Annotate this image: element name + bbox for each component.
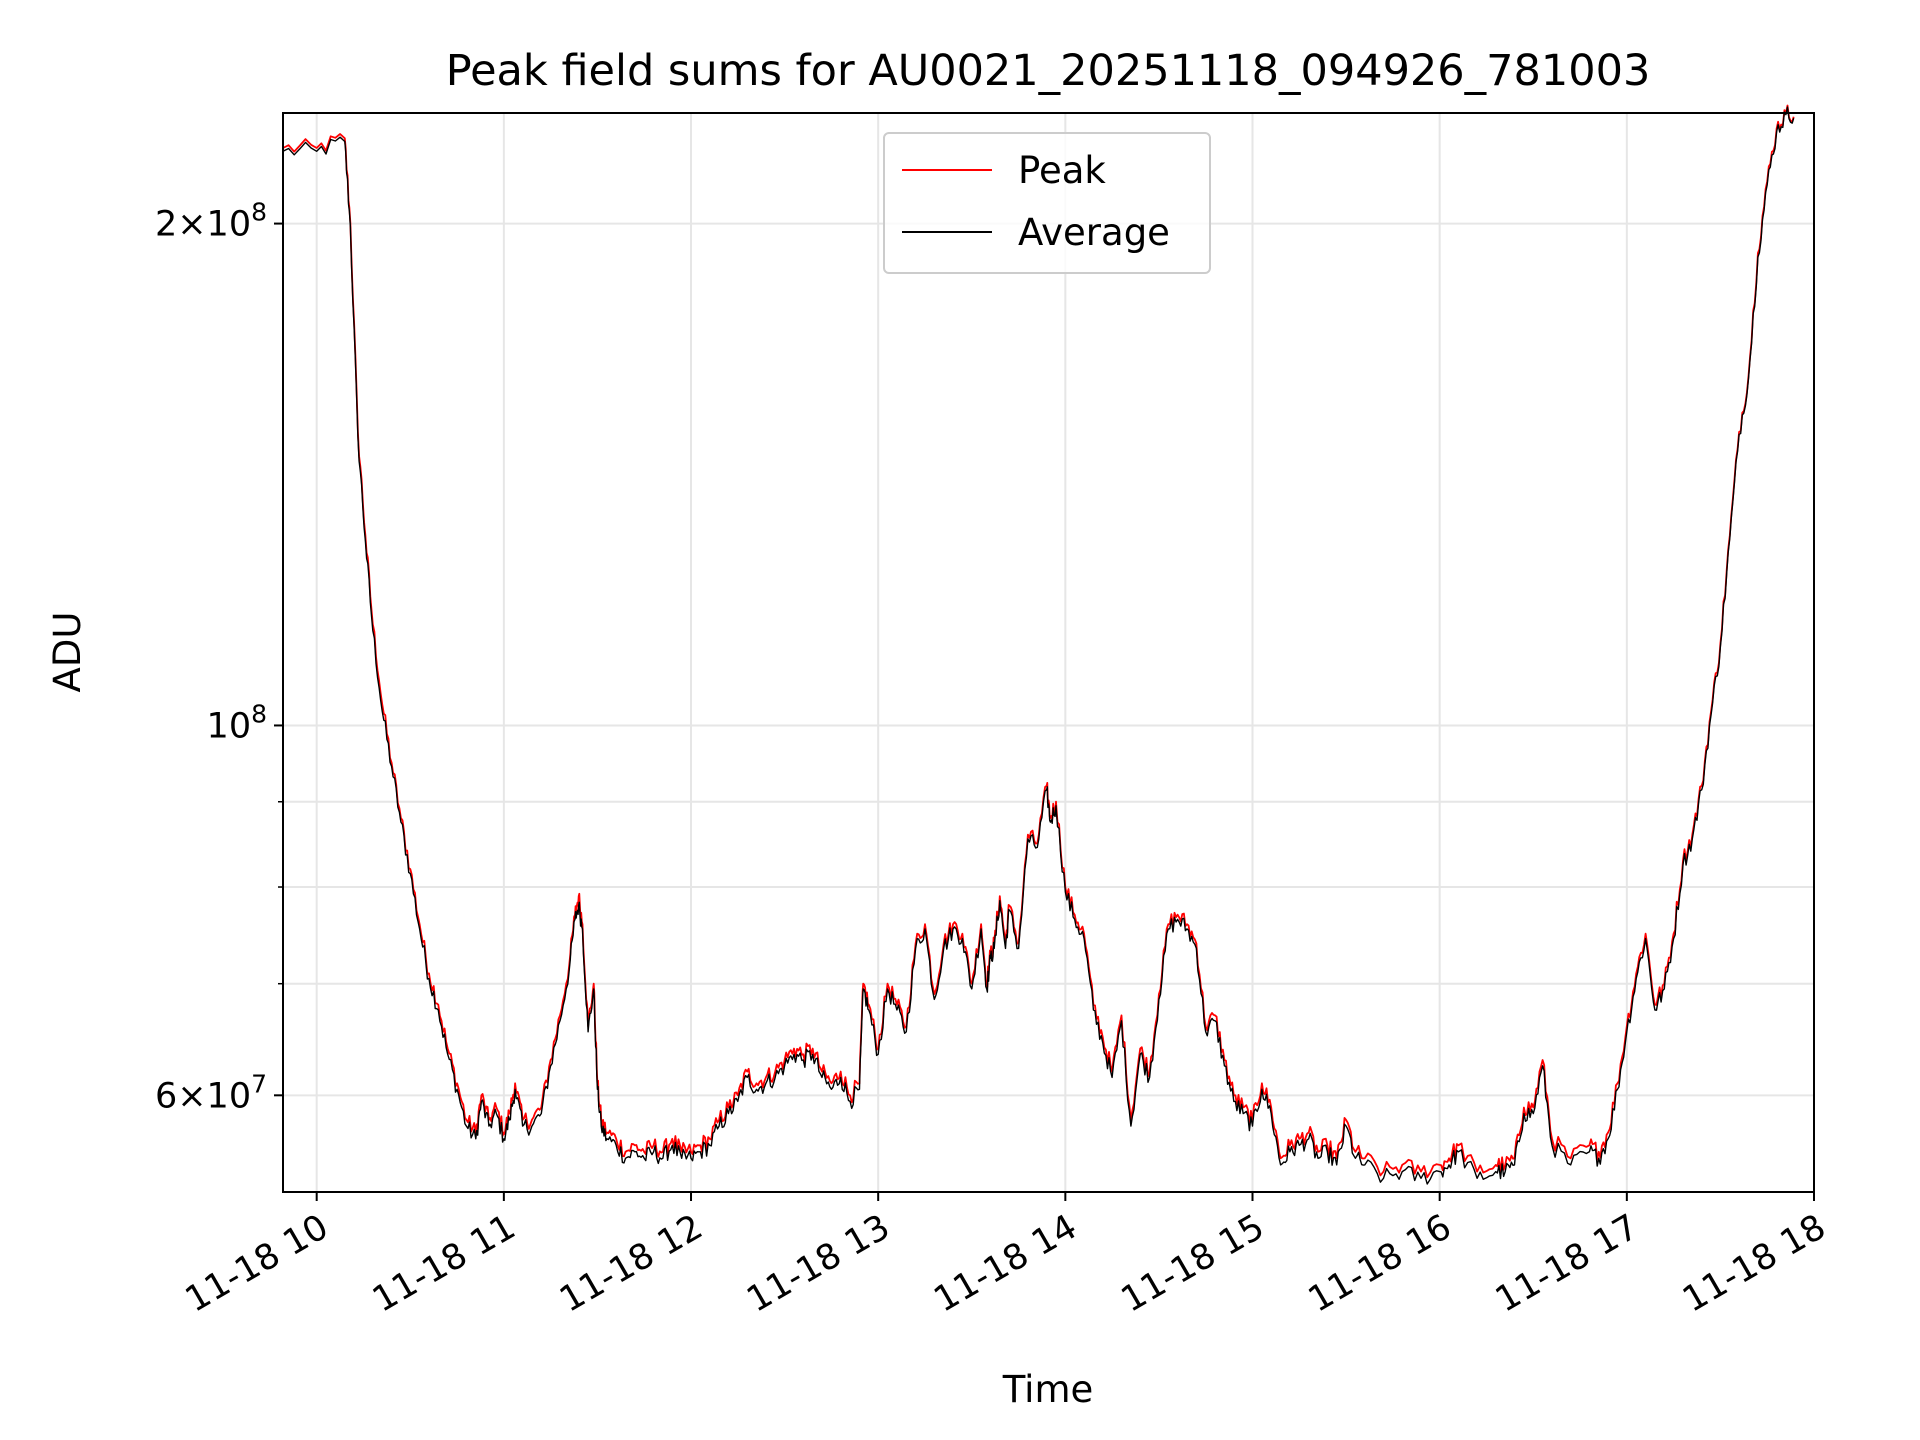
y-tick-label: 6×107 <box>155 1069 267 1116</box>
series-line-average <box>282 106 1795 1185</box>
legend: Peak Average <box>883 132 1211 274</box>
x-axis-label: Time <box>1002 1368 1094 1411</box>
legend-box <box>883 132 1211 274</box>
legend-label-peak: Peak <box>1018 149 1106 192</box>
plot-frame <box>282 112 1815 1193</box>
y-axis-label: ADU <box>46 612 89 693</box>
series-layer <box>282 104 1795 1185</box>
y-axis: 6×107 108 2×108 <box>155 198 283 1116</box>
y-tick-label: 108 <box>207 699 267 746</box>
legend-label-average: Average <box>1018 211 1170 254</box>
y-tick-label: 2×108 <box>155 198 267 245</box>
chart-title: Peak field sums for AU0021_20251118_0949… <box>446 46 1651 96</box>
